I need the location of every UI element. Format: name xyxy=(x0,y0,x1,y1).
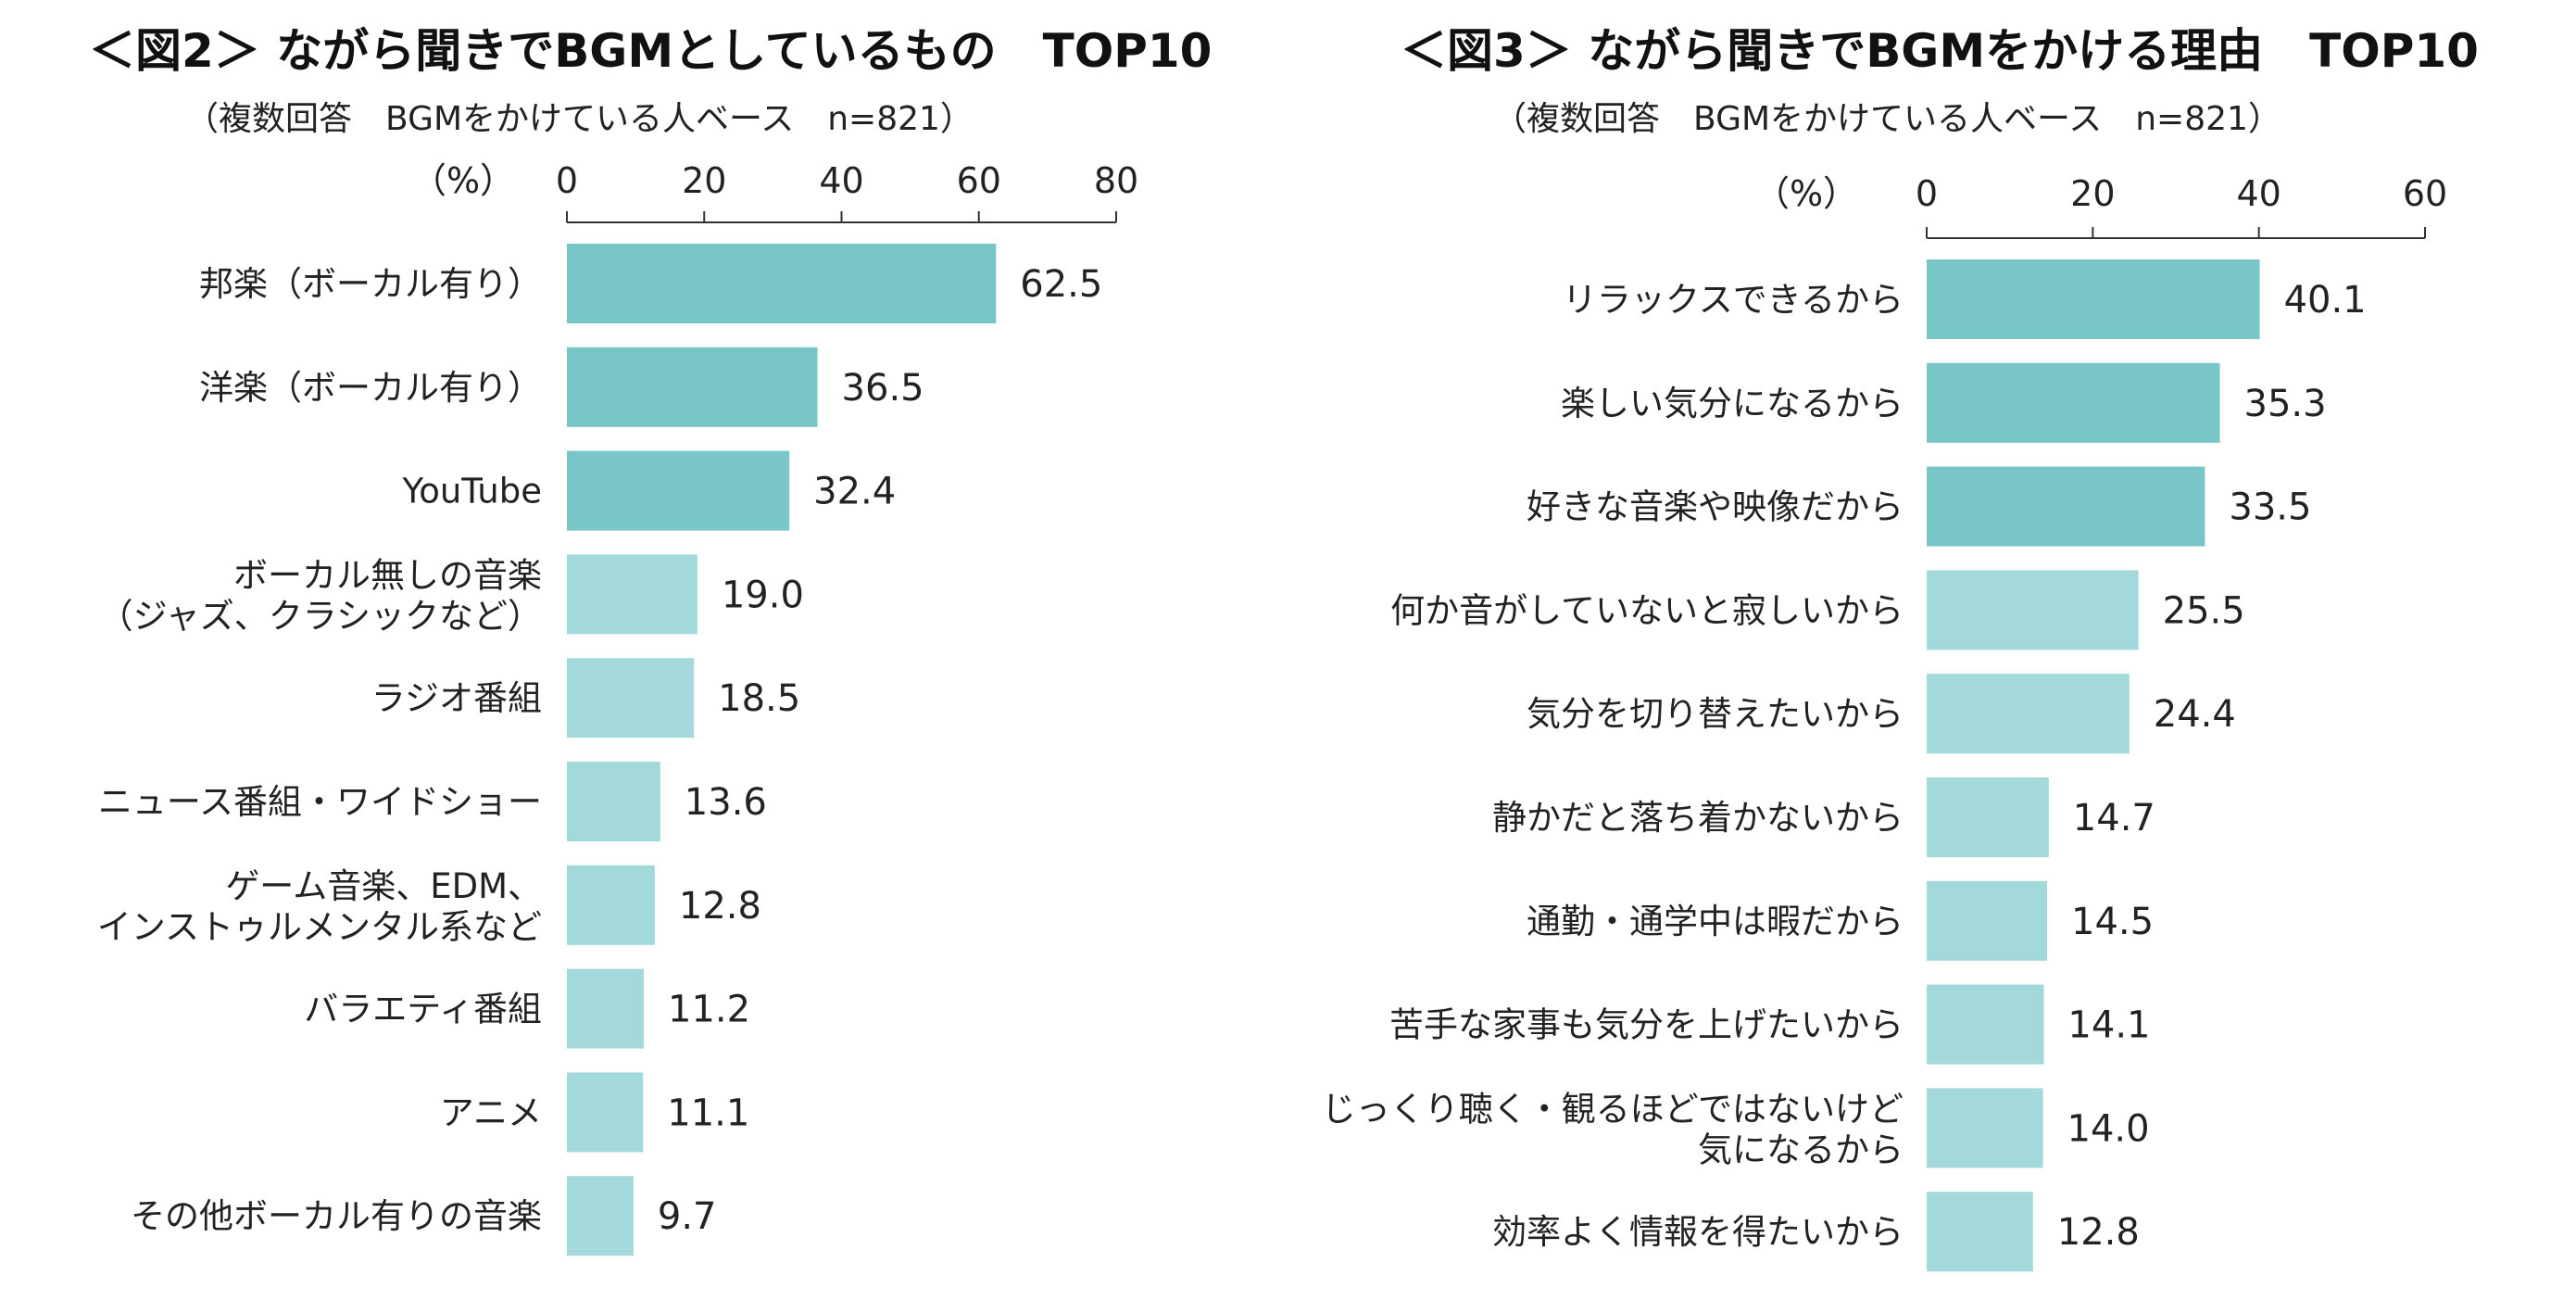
x-tick-label: 20 xyxy=(2070,173,2115,214)
x-tick-label: 60 xyxy=(957,160,1001,201)
category-label: YouTube xyxy=(402,472,542,511)
bar-4 xyxy=(1927,570,2139,650)
chart-title: ＜図3＞ ながら聞きでBGMをかける理由 TOP10 xyxy=(1401,24,2479,78)
bar-10 xyxy=(1927,1192,2033,1272)
bar-3 xyxy=(567,450,790,531)
value-label: 33.5 xyxy=(2229,486,2311,529)
value-label: 32.4 xyxy=(813,471,896,513)
chart-subtitle: （複数回答 BGMをかけている人ベース n=821） xyxy=(1493,100,2281,138)
x-tick-label: 0 xyxy=(1916,173,1938,214)
axis-unit-label: （%） xyxy=(1754,173,1858,214)
category-label: ラジオ番組 xyxy=(371,678,542,718)
bar-5 xyxy=(1927,674,2130,754)
value-label: 35.3 xyxy=(2244,383,2327,425)
bar-6 xyxy=(567,762,660,841)
x-tick-label: 40 xyxy=(2236,173,2281,214)
bar-2 xyxy=(1927,362,2220,443)
category-label: 楽しい気分になるから xyxy=(1561,384,1904,423)
category-label: 苦手な家事も気分を上げたいから xyxy=(1389,1005,1904,1045)
value-label: 14.7 xyxy=(2073,797,2155,840)
x-tick-label: 40 xyxy=(819,160,863,201)
bar-5 xyxy=(567,658,695,739)
value-label: 13.6 xyxy=(685,781,767,824)
category-label: 通勤・通学中は暇だから xyxy=(1527,902,1904,941)
value-label: 24.4 xyxy=(2154,693,2236,736)
value-label: 18.5 xyxy=(718,677,800,720)
bar-1 xyxy=(567,244,997,323)
value-label: 12.8 xyxy=(679,885,761,928)
bar-4 xyxy=(567,554,697,635)
value-label: 40.1 xyxy=(2284,279,2367,322)
value-label: 11.1 xyxy=(667,1092,749,1134)
category-label: 静かだと落ち着かないから xyxy=(1492,798,1904,838)
axis-unit-label: （%） xyxy=(411,160,515,201)
category-label: ゲーム音楽、EDM、 xyxy=(225,866,542,906)
category-label: 効率よく情報を得たいから xyxy=(1492,1212,1904,1252)
bar-7 xyxy=(1927,880,2048,961)
category-label: バラエティ番組 xyxy=(304,990,542,1029)
bar-7 xyxy=(567,865,655,945)
value-label: 25.5 xyxy=(2163,589,2245,632)
bar-8 xyxy=(1927,984,2044,1065)
bar-10 xyxy=(567,1176,634,1256)
bar-6 xyxy=(1927,777,2049,857)
value-label: 14.1 xyxy=(2067,1004,2150,1047)
value-label: 14.5 xyxy=(2071,901,2154,943)
category-label: リラックスできるから xyxy=(1563,280,1904,320)
chart-subtitle: （複数回答 BGMをかけている人ベース n=821） xyxy=(185,100,974,138)
category-label: 何か音がしていないと寂しいから xyxy=(1390,590,1904,630)
category-label: ニュース番組・ワイドショー xyxy=(98,782,542,822)
category-label: ボーカル無しの音楽 xyxy=(233,555,542,595)
chart-title: ＜図2＞ ながら聞きでBGMとしているもの TOP10 xyxy=(89,24,1212,78)
category-label: 気分を切り替えたいから xyxy=(1527,694,1904,734)
value-label: 14.0 xyxy=(2067,1107,2150,1150)
category-label: 好きな音楽や映像だから xyxy=(1527,487,1904,527)
value-label: 11.2 xyxy=(668,989,750,1031)
chart-2: ＜図3＞ ながら聞きでBGMをかける理由 TOP10 （複数回答 BGMをかけてい… xyxy=(1322,24,2479,1272)
value-label: 36.5 xyxy=(842,367,924,410)
chart-1: ＜図2＞ ながら聞きでBGMとしているもの TOP10 （複数回答 BGMをかけて… xyxy=(89,24,1212,1256)
value-label: 19.0 xyxy=(722,574,804,616)
value-label: 9.7 xyxy=(658,1195,717,1238)
value-label: 62.5 xyxy=(1020,263,1102,306)
category-label-line2: インストゥルメンタル系など xyxy=(97,907,542,947)
x-tick-label: 60 xyxy=(2403,173,2447,214)
bar-8 xyxy=(567,968,645,1049)
bar-3 xyxy=(1927,466,2205,547)
category-label: 洋楽（ボーカル有り） xyxy=(199,368,542,408)
category-label: その他ボーカル有りの音楽 xyxy=(131,1196,542,1236)
x-tick-label: 20 xyxy=(682,160,726,201)
bar-1 xyxy=(1927,259,2260,339)
bar-9 xyxy=(1927,1088,2043,1168)
category-label-line2: （ジャズ、クラシックなど） xyxy=(99,596,542,636)
category-label: じっくり聴く・観るほどではないけど xyxy=(1322,1089,1904,1129)
category-label: アニメ xyxy=(440,1092,542,1132)
category-label: 邦楽（ボーカル有り） xyxy=(199,264,542,304)
bar-2 xyxy=(567,347,818,427)
value-label: 12.8 xyxy=(2057,1211,2140,1254)
category-label-line2: 気になるから xyxy=(1698,1130,1904,1169)
x-tick-label: 0 xyxy=(556,160,578,201)
bar-9 xyxy=(567,1072,644,1153)
x-tick-label: 80 xyxy=(1094,160,1138,201)
